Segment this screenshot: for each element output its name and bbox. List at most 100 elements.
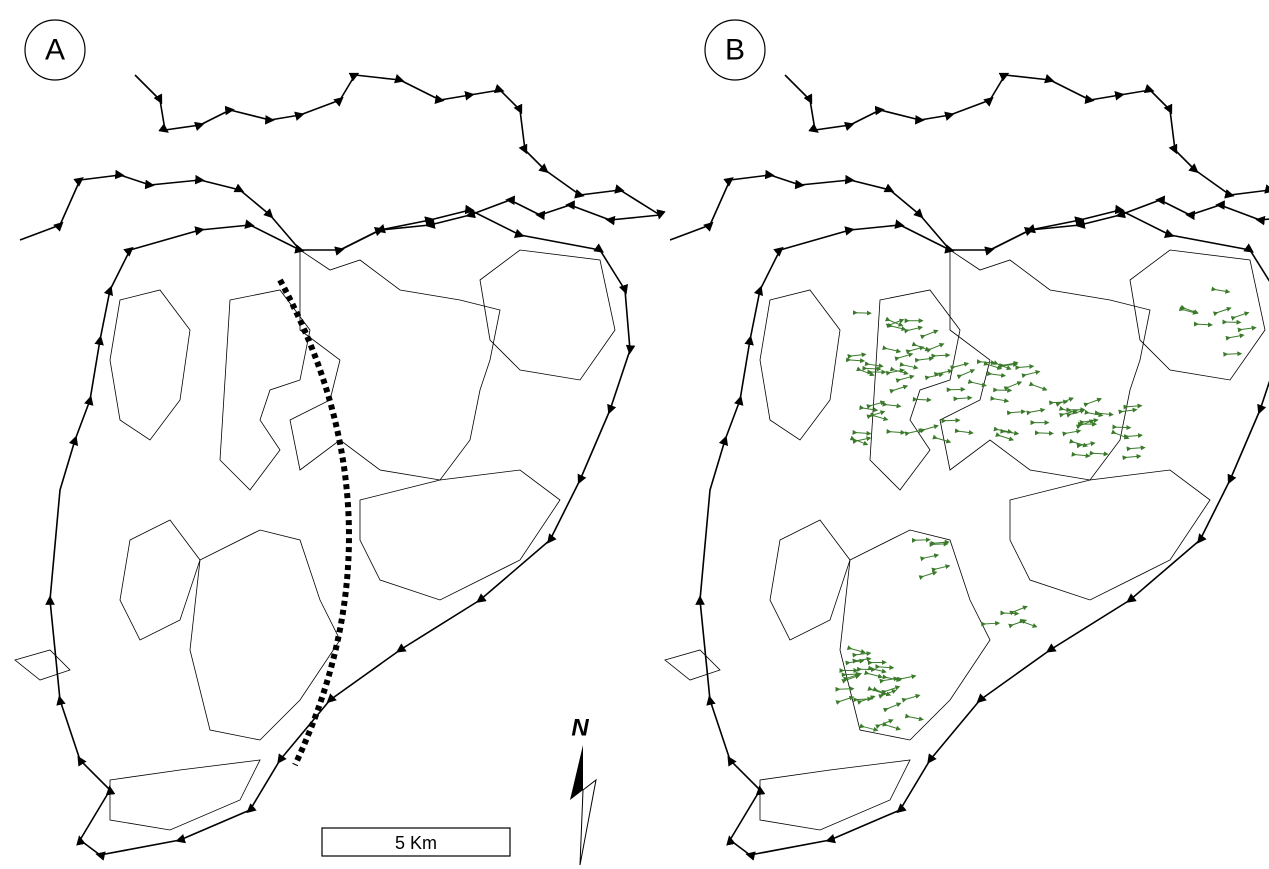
flow-arrow: [873, 415, 886, 419]
flow-arrow: [932, 544, 946, 545]
flow-arrow: [898, 354, 911, 358]
north-arrow: [570, 745, 583, 800]
north-label: N: [571, 715, 589, 742]
flow-arrow: [1087, 399, 1100, 404]
flow-arrow: [957, 431, 971, 433]
flow-arrow: [1029, 410, 1043, 413]
flow-arrow: [971, 382, 985, 385]
flow-arrow: [944, 420, 958, 421]
flow-arrow: [885, 348, 899, 351]
flow-arrow: [862, 408, 876, 410]
flow-arrow: [1022, 622, 1035, 627]
flow-arrow: [890, 326, 904, 329]
flow-arrow: [850, 355, 864, 357]
flow-arrow: [1072, 442, 1085, 446]
flow-arrow: [899, 376, 913, 380]
flow-arrow: [889, 432, 903, 433]
flow-arrow: [1007, 383, 1020, 388]
flow-arrow: [1234, 313, 1247, 318]
map-panel-b: [665, 75, 1269, 855]
flow-arrow: [984, 623, 998, 624]
flow-arrow: [914, 540, 928, 541]
flow-arrow: [849, 360, 863, 361]
flow-arrow: [856, 699, 870, 700]
flow-arrow: [907, 328, 921, 331]
flow-arrow: [905, 696, 918, 700]
flow-arrow: [871, 669, 885, 672]
flow-arrow: [885, 687, 898, 691]
flow-arrow: [935, 438, 948, 442]
flow-arrow: [1012, 607, 1025, 612]
flow-arrow: [923, 331, 936, 336]
flow-arrow: [1121, 410, 1135, 412]
flow-arrow: [886, 704, 899, 709]
flow-arrow: [1228, 335, 1242, 337]
flow-arrow: [934, 566, 948, 569]
map-panel-a: [15, 75, 660, 855]
flow-arrow: [915, 399, 929, 400]
scale-label: 5 Km: [395, 833, 437, 853]
flow-arrow: [862, 726, 876, 729]
flow-arrow: [1240, 328, 1254, 330]
flow-arrow: [998, 435, 1011, 439]
flow-arrow: [993, 399, 1007, 401]
flow-arrow: [855, 653, 869, 655]
flow-arrow: [1032, 385, 1045, 390]
north-arrow: [580, 780, 596, 865]
figure: A B 5 Km N: [0, 0, 1269, 869]
flow-arrow: [1197, 324, 1211, 325]
flow-arrow: [850, 648, 863, 652]
flow-arrow: [960, 370, 973, 375]
flow-arrow: [1062, 411, 1075, 415]
flow-arrow: [908, 716, 922, 719]
flow-arrow: [1216, 308, 1229, 313]
flow-arrow: [869, 402, 882, 406]
flow-arrow: [956, 398, 970, 399]
flow-arrow: [855, 433, 869, 434]
flow-arrow: [918, 358, 932, 360]
arrow-group: [838, 289, 1254, 730]
flow-arrow: [848, 661, 862, 663]
flow-arrow: [885, 725, 898, 729]
flow-arrow: [933, 542, 947, 543]
flow-arrow: [1003, 613, 1017, 614]
flow-arrow: [923, 555, 937, 558]
flow-arrow: [937, 371, 951, 374]
flow-arrow: [1115, 427, 1129, 428]
flow-arrow: [990, 374, 1004, 376]
flow-arrow: [855, 659, 869, 661]
flow-arrow: [908, 430, 922, 433]
flow-arrow: [867, 364, 881, 366]
flow-arrow: [892, 386, 905, 390]
flow-arrow: [1214, 289, 1228, 291]
flow-arrow: [878, 667, 892, 668]
flow-arrow: [1092, 453, 1106, 454]
flow-arrow: [1059, 399, 1072, 404]
flow-arrow: [900, 676, 914, 679]
flow-arrow: [1065, 431, 1079, 433]
dashed-line: [280, 280, 349, 765]
flow-arrow: [1129, 448, 1143, 449]
flow-arrow: [929, 344, 942, 349]
flow-arrow: [902, 365, 916, 368]
flow-arrow: [1226, 354, 1240, 355]
flow-arrow: [1126, 406, 1140, 407]
flow-arrow: [878, 720, 891, 725]
flow-arrow: [839, 697, 852, 701]
panel-label: A: [45, 34, 65, 67]
flow-arrow: [1024, 372, 1038, 375]
flow-arrow: [923, 426, 936, 430]
flow-arrow: [1125, 456, 1139, 457]
flow-arrow: [934, 355, 948, 356]
flow-arrow: [922, 572, 935, 576]
flow-arrow: [885, 405, 899, 407]
flow-arrow: [1010, 412, 1024, 413]
flow-arrow: [855, 438, 869, 441]
flow-arrow: [909, 347, 923, 351]
flow-arrow: [928, 374, 942, 377]
flow-arrow: [953, 364, 967, 367]
panel-label: B: [725, 34, 745, 67]
flow-arrow: [867, 673, 881, 677]
flow-arrow: [871, 689, 884, 693]
flow-arrow: [1097, 413, 1111, 414]
